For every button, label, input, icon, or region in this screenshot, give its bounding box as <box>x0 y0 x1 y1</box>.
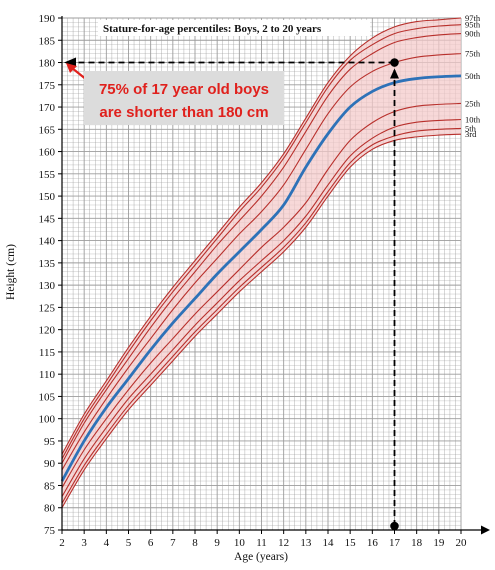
y-tick-label: 100 <box>39 414 56 426</box>
percentile-line-10th <box>61 118 462 497</box>
y-tick-label: 190 <box>39 13 56 25</box>
x-tick-label: 12 <box>278 537 289 549</box>
y-tick-label: 135 <box>39 258 56 270</box>
y-tick-label: 85 <box>44 480 56 492</box>
chart-title-box <box>98 20 370 36</box>
y-tick-label: 95 <box>44 436 56 448</box>
x-tick-label: 13 <box>300 537 312 549</box>
y-tick-label: 125 <box>39 302 56 314</box>
y-tick-label: 120 <box>39 325 56 337</box>
percentile-label-90th: 90th <box>465 29 481 39</box>
percentile-label-3rd: 3rd <box>465 129 477 139</box>
percentile-line-95th <box>61 24 462 460</box>
y-axis-title: Height (cm) <box>5 244 17 300</box>
chart-title: Stature-for-age percentiles: Boys, 2 to … <box>103 23 322 35</box>
callout-line-1: 75% of 17 year old boys <box>99 81 269 98</box>
percentile-label-5th: 5th <box>465 123 477 133</box>
y-tick-label: 115 <box>39 347 56 359</box>
y-tick-label: 180 <box>39 58 56 70</box>
x-tick-label: 11 <box>256 537 267 549</box>
x-tick-label: 20 <box>456 537 468 549</box>
y-tick-label: 80 <box>44 503 56 515</box>
percentile-label-97th: 97th <box>465 13 481 23</box>
y-tick-label: 105 <box>39 391 56 403</box>
x-tick-label: 7 <box>170 537 176 549</box>
x-tick-label: 5 <box>126 537 132 549</box>
y-tick-label: 140 <box>39 236 56 248</box>
y-tick-label: 185 <box>39 35 56 47</box>
x-tick-label: 14 <box>323 537 335 549</box>
tick-labels: 2 3 4 5 6 7 8 9 10 11 12 13 14 15 16 17 18 19 20 75 80 85 90 95… <box>39 13 468 549</box>
annotation-base-point <box>390 521 399 531</box>
y-tick-label: 160 <box>39 147 56 159</box>
x-tick-label: 9 <box>214 537 220 549</box>
y-tick-label: 175 <box>39 80 56 92</box>
x-tick-label: 4 <box>104 537 110 549</box>
y-tick-label: 110 <box>39 369 56 381</box>
x-tick-label: 15 <box>345 537 357 549</box>
percentile-line-90th <box>61 33 462 464</box>
guide-arrowhead-up <box>390 68 399 79</box>
y-tick-label: 155 <box>39 169 56 181</box>
percentile-band <box>62 18 461 508</box>
callout-pointer-head <box>66 63 77 73</box>
x-tick-label: 3 <box>81 537 87 549</box>
callout-box <box>84 71 284 125</box>
percentile-band-fill <box>62 18 461 508</box>
y-tick-label: 170 <box>39 102 56 114</box>
percentile-label-25th: 25th <box>465 98 481 108</box>
y-tick-label: 130 <box>39 280 56 292</box>
x-tick-label: 2 <box>59 537 65 549</box>
x-axis-arrow <box>481 525 490 535</box>
percentile-label-75th: 75th <box>465 49 481 59</box>
y-tick-label: 145 <box>39 213 56 225</box>
callout-line-2: are shorter than 180 cm <box>99 104 268 121</box>
x-tick-label: 19 <box>433 537 445 549</box>
y-tick-label: 90 <box>44 458 56 470</box>
x-tick-label: 6 <box>148 537 154 549</box>
x-tick-label: 17 <box>389 537 401 549</box>
y-tick-label: 165 <box>39 124 56 136</box>
x-tick-label: 18 <box>411 537 423 549</box>
percentile-line-97th <box>61 17 462 455</box>
x-tick-label: 8 <box>192 537 198 549</box>
percentile-label-95th: 95th <box>465 20 481 30</box>
percentile-label-10th: 10th <box>465 115 481 125</box>
x-tick-label: 10 <box>234 537 246 549</box>
annotation-point <box>390 58 399 67</box>
axes <box>61 16 490 535</box>
percentile-label-50th: 50th <box>465 71 481 81</box>
x-axis-title: Age (years) <box>234 551 288 563</box>
y-tick-label: 75 <box>44 525 56 537</box>
x-tick-label: 16 <box>367 537 379 549</box>
y-tick-label: 150 <box>39 191 56 203</box>
